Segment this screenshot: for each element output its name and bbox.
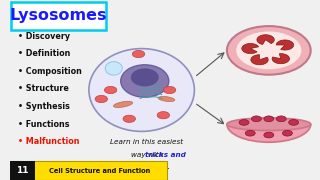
Ellipse shape (158, 96, 175, 102)
Circle shape (132, 50, 145, 58)
FancyBboxPatch shape (11, 161, 35, 180)
Text: Cell Structure and Function: Cell Structure and Function (50, 168, 151, 174)
Text: • Malfunction: • Malfunction (18, 137, 79, 146)
Circle shape (236, 31, 301, 69)
Text: Lysosomes: Lysosomes (10, 8, 107, 23)
Circle shape (227, 26, 311, 75)
Circle shape (245, 130, 255, 136)
Text: • Composition: • Composition (18, 67, 82, 76)
Circle shape (239, 120, 249, 125)
Text: mnemonics.: mnemonics. (122, 164, 171, 170)
Circle shape (123, 115, 135, 122)
Wedge shape (276, 40, 294, 50)
Circle shape (264, 116, 274, 122)
Text: • Functions: • Functions (18, 120, 69, 129)
Circle shape (95, 95, 108, 103)
FancyBboxPatch shape (224, 103, 314, 124)
Wedge shape (272, 54, 290, 64)
Circle shape (283, 130, 292, 136)
Circle shape (289, 120, 299, 125)
Text: • Definition: • Definition (18, 49, 70, 58)
Wedge shape (257, 35, 274, 44)
Wedge shape (242, 44, 259, 54)
Ellipse shape (121, 65, 169, 97)
Ellipse shape (89, 49, 194, 131)
Text: • Synthesis: • Synthesis (18, 102, 69, 111)
Ellipse shape (227, 106, 311, 142)
Circle shape (104, 86, 117, 94)
Text: • Structure: • Structure (18, 84, 68, 93)
Text: way with: way with (131, 152, 165, 158)
Text: Learn in this easiest: Learn in this easiest (110, 139, 183, 145)
Circle shape (276, 116, 286, 122)
Text: tricks and: tricks and (145, 152, 186, 158)
Text: 11: 11 (16, 166, 29, 175)
Wedge shape (251, 55, 268, 65)
FancyBboxPatch shape (11, 161, 167, 180)
Ellipse shape (105, 62, 122, 75)
Ellipse shape (227, 118, 311, 130)
Text: • Discovery: • Discovery (18, 31, 70, 40)
Circle shape (264, 132, 274, 138)
Circle shape (163, 86, 176, 94)
Circle shape (252, 116, 261, 122)
FancyBboxPatch shape (12, 2, 106, 30)
Circle shape (157, 112, 170, 119)
Ellipse shape (131, 68, 159, 86)
Ellipse shape (114, 101, 132, 107)
